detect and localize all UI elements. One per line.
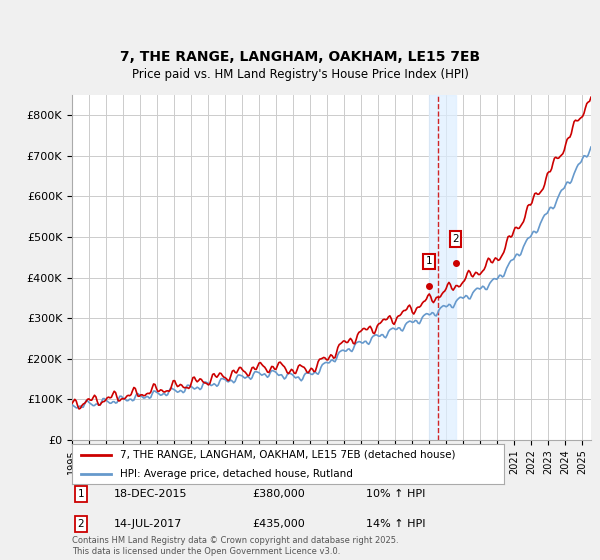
Text: HPI: Average price, detached house, Rutland: HPI: Average price, detached house, Rutl… [119, 469, 352, 478]
Text: £435,000: £435,000 [252, 519, 305, 529]
Text: 2: 2 [452, 234, 459, 244]
Text: 7, THE RANGE, LANGHAM, OAKHAM, LE15 7EB (detached house): 7, THE RANGE, LANGHAM, OAKHAM, LE15 7EB … [119, 450, 455, 460]
Text: Contains HM Land Registry data © Crown copyright and database right 2025.
This d: Contains HM Land Registry data © Crown c… [72, 536, 398, 556]
Text: 14% ↑ HPI: 14% ↑ HPI [366, 519, 425, 529]
Text: 1: 1 [425, 256, 432, 267]
Text: 10% ↑ HPI: 10% ↑ HPI [366, 489, 425, 499]
Text: 14-JUL-2017: 14-JUL-2017 [114, 519, 182, 529]
Text: 1: 1 [77, 489, 85, 499]
Bar [428, 95, 455, 440]
Text: 18-DEC-2015: 18-DEC-2015 [114, 489, 187, 499]
Text: 7, THE RANGE, LANGHAM, OAKHAM, LE15 7EB: 7, THE RANGE, LANGHAM, OAKHAM, LE15 7EB [120, 50, 480, 64]
Text: 2: 2 [77, 519, 85, 529]
Text: Price paid vs. HM Land Registry's House Price Index (HPI): Price paid vs. HM Land Registry's House … [131, 68, 469, 81]
Text: £380,000: £380,000 [252, 489, 305, 499]
